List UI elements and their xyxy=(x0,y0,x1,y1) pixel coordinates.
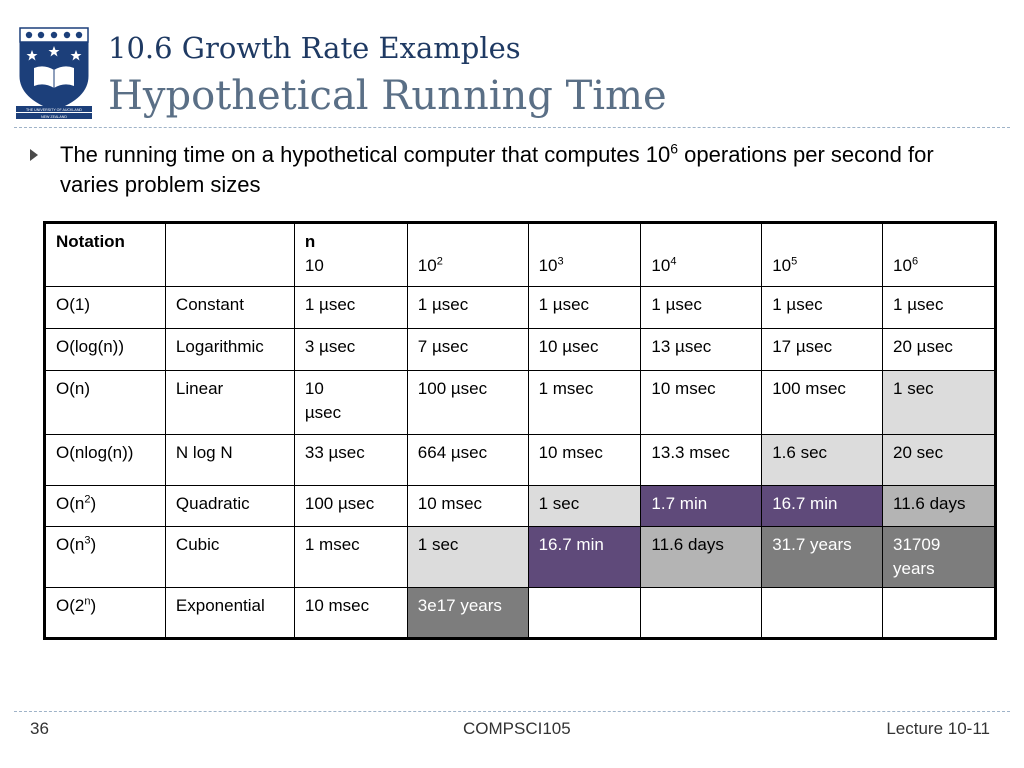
value-cell: 3 µsec xyxy=(293,328,408,371)
notation-cell: O(2n) xyxy=(44,587,166,639)
header-n-1000: 103 xyxy=(527,222,642,287)
slide-subtitle: Hypothetical Running Time xyxy=(108,73,667,119)
value-cell: 13.3 msec xyxy=(640,434,763,486)
value-cell: 13 µsec xyxy=(640,328,763,371)
value-cell: 664 µsec xyxy=(406,434,529,486)
course-code: COMPSCI105 xyxy=(463,719,571,738)
value-cell: 20 µsec xyxy=(882,328,996,371)
svg-text:NEW ZEALAND: NEW ZEALAND xyxy=(41,115,67,119)
header-n-10: n 10 xyxy=(293,222,408,287)
slide-title: 10.6 Growth Rate Examples xyxy=(108,31,521,65)
value-cell: 100 msec xyxy=(761,370,884,435)
bullet-text-before: The running time on a hypothetical compu… xyxy=(60,142,671,167)
header-n-100000: 105 xyxy=(761,222,884,287)
page-number: 36 xyxy=(30,719,49,738)
growth-rate-table: Notation n 10 102 103 104 105 106 O(1) Co… xyxy=(43,221,997,640)
header-n-10000: 104 xyxy=(640,222,763,287)
value-cell: 1 µsec xyxy=(406,286,529,329)
header-notation: Notation xyxy=(44,222,166,287)
value-cell: 33 µsec xyxy=(293,434,408,486)
notation-cell: O(log(n)) xyxy=(44,328,166,371)
value-cell: 10 msec xyxy=(406,485,529,527)
value-cell: 3e17 years xyxy=(406,587,529,639)
name-cell: Constant xyxy=(164,286,295,329)
value-cell xyxy=(640,587,763,639)
value-cell: 11.6 days xyxy=(640,526,763,588)
name-cell: Linear xyxy=(164,370,295,435)
value-cell: 1.7 min xyxy=(640,485,763,527)
value-cell: 10 msec xyxy=(293,587,408,639)
header-n-label: n xyxy=(304,232,316,251)
value-cell: 1 µsec xyxy=(761,286,884,329)
value-cell: 10 msec xyxy=(640,370,763,435)
bullet-point: The running time on a hypothetical compu… xyxy=(30,140,950,200)
table-row: O(2n) Exponential 10 msec 3e17 years xyxy=(44,587,996,639)
table-row: O(1) Constant 1 µsec 1 µsec 1 µsec 1 µse… xyxy=(44,286,996,329)
table-header-row: Notation n 10 102 103 104 105 106 xyxy=(44,222,996,287)
value-cell: 17 µsec xyxy=(761,328,884,371)
value-cell: 1 msec xyxy=(293,526,408,588)
value-cell: 11.6 days xyxy=(882,485,996,527)
notation-cell: O(n2) xyxy=(44,485,166,527)
bullet-arrow-icon xyxy=(30,149,38,161)
bullet-text-after: operations per second for varies problem… xyxy=(60,142,934,197)
bullet-text-sup: 6 xyxy=(670,140,679,157)
value-cell: 1 µsec xyxy=(293,286,408,329)
value-cell xyxy=(761,587,884,639)
header-n-100: 102 xyxy=(406,222,529,287)
header-divider xyxy=(14,127,1010,128)
value-cell: 10 µsec xyxy=(293,370,408,435)
notation-cell: O(1) xyxy=(44,286,166,329)
value-cell: 16.7 min xyxy=(761,485,884,527)
table-row: O(n) Linear 10 µsec 100 µsec 1 msec 10 m… xyxy=(44,370,996,435)
bullet-text: The running time on a hypothetical compu… xyxy=(60,140,950,200)
value-cell xyxy=(882,587,996,639)
value-cell: 20 sec xyxy=(882,434,996,486)
table-row: O(n3) Cubic 1 msec 1 sec 16.7 min 11.6 d… xyxy=(44,526,996,588)
table-row: O(nlog(n)) N log N 33 µsec 664 µsec 10 m… xyxy=(44,434,996,486)
value-cell: 100 µsec xyxy=(293,485,408,527)
name-cell: Exponential xyxy=(164,587,295,639)
name-cell: N log N xyxy=(164,434,295,486)
value-cell: 1 µsec xyxy=(527,286,642,329)
value-cell xyxy=(527,587,642,639)
lecture-label: Lecture 10-11 xyxy=(886,719,990,738)
value-cell: 1 sec xyxy=(527,485,642,527)
value-cell: 7 µsec xyxy=(406,328,529,371)
notation-cell: O(nlog(n)) xyxy=(44,434,166,486)
value-cell: 10 msec xyxy=(527,434,642,486)
value-cell: 10 µsec xyxy=(527,328,642,371)
university-crest-icon: THE UNIVERSITY OF AUCKLAND NEW ZEALAND xyxy=(16,24,92,120)
value-cell: 1 sec xyxy=(882,370,996,435)
table-row: O(n2) Quadratic 100 µsec 10 msec 1 sec 1… xyxy=(44,485,996,527)
notation-cell: O(n3) xyxy=(44,526,166,588)
value-cell: 100 µsec xyxy=(406,370,529,435)
name-cell: Cubic xyxy=(164,526,295,588)
footer-divider xyxy=(14,711,1010,712)
name-cell: Logarithmic xyxy=(164,328,295,371)
value-cell: 1.6 sec xyxy=(761,434,884,486)
value-cell: 31.7 years xyxy=(761,526,884,588)
table-row: O(log(n)) Logarithmic 3 µsec 7 µsec 10 µ… xyxy=(44,328,996,371)
value-cell: 1 µsec xyxy=(882,286,996,329)
value-cell: 1 msec xyxy=(527,370,642,435)
value-cell: 1 sec xyxy=(406,526,529,588)
header-name xyxy=(164,222,295,287)
notation-cell: O(n) xyxy=(44,370,166,435)
value-cell: 16.7 min xyxy=(527,526,642,588)
value-cell: 31709 years xyxy=(882,526,996,588)
header-n-1000000: 106 xyxy=(882,222,996,287)
name-cell: Quadratic xyxy=(164,485,295,527)
value-cell: 1 µsec xyxy=(640,286,763,329)
svg-text:THE UNIVERSITY OF AUCKLAND: THE UNIVERSITY OF AUCKLAND xyxy=(26,108,82,112)
